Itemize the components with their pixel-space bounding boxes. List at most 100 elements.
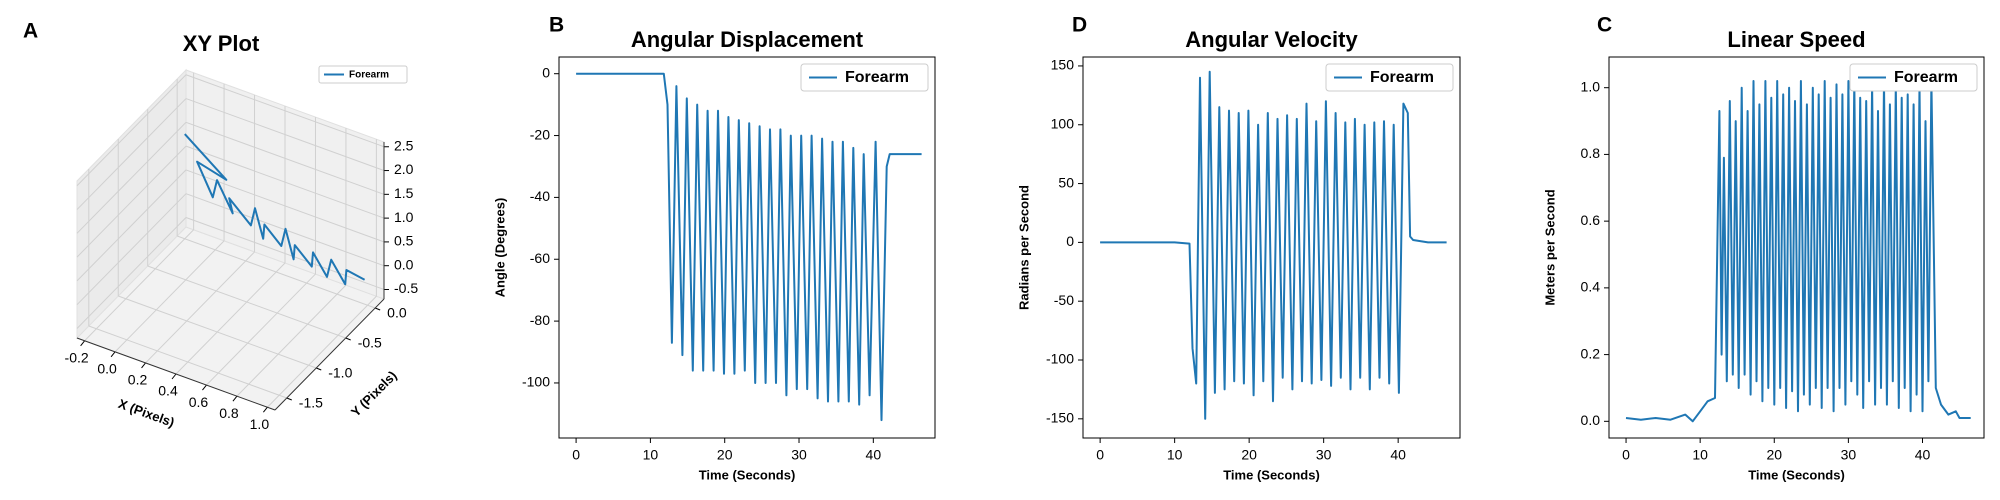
axis-line: [274, 298, 385, 411]
x-tick-label: 10: [643, 447, 659, 463]
y-axis-label: Radians per Second: [1016, 185, 1031, 310]
legend-label: Forearm: [845, 69, 909, 86]
chart-title: Angular Velocity: [1185, 27, 1358, 52]
z-tick-label: 1.5: [394, 185, 414, 201]
x-tick-label: 20: [717, 447, 733, 463]
y-tick-label: -1.0: [328, 365, 352, 381]
y-tick-label: 100: [1051, 115, 1075, 131]
x-tick-label: 0.8: [219, 405, 239, 421]
x-tick-label: 30: [791, 447, 807, 463]
y-tick-label: -20: [530, 126, 550, 142]
grid-line: [185, 145, 385, 219]
x-tick-label: 10: [1692, 447, 1708, 463]
legend-label: Forearm: [1894, 69, 1958, 86]
grid-line: [76, 169, 187, 282]
grid-line: [176, 235, 376, 309]
x-tick: [202, 384, 207, 391]
grid-line: [76, 98, 187, 210]
y-tick-label: -100: [1046, 351, 1074, 367]
x-axis-label: Time (Seconds): [699, 467, 796, 482]
x-axis-label: Time (Seconds): [1748, 467, 1845, 482]
grid-line: [145, 251, 255, 364]
panel-label: C: [1597, 14, 1612, 37]
grid-line: [118, 295, 317, 369]
x-tick: [141, 362, 146, 369]
legend-box: [800, 63, 929, 92]
chart-title: Linear Speed: [1727, 27, 1865, 52]
grid-line: [236, 284, 347, 397]
data-line: [1100, 70, 1447, 420]
grid-line: [185, 74, 385, 148]
grid-line: [76, 74, 187, 187]
y-tick-label: -60: [530, 250, 550, 266]
x-tick-label: 20: [1241, 447, 1257, 463]
y-tick-label: 0: [1066, 233, 1074, 249]
x-tick: [171, 373, 177, 380]
y-axis-label: Meters per Second: [1542, 189, 1557, 305]
x-tick-label: 40: [1390, 447, 1406, 463]
z-tick-label: 1.0: [394, 209, 414, 225]
grid-line: [267, 295, 377, 408]
x-tick-label: 0: [1622, 447, 1630, 463]
y-tick-label: -40: [530, 188, 550, 204]
x-tick-label: 0: [1096, 447, 1104, 463]
y-tick-label: -0.5: [358, 335, 382, 351]
y-tick-label: 0.6: [1581, 212, 1601, 228]
grid-line: [185, 217, 385, 290]
panel-label: D: [1072, 14, 1087, 37]
legend-box: [1849, 63, 1978, 92]
x-tick-label: 0: [572, 447, 580, 463]
y-tick-label: -100: [522, 374, 550, 390]
legend-box: [1325, 63, 1454, 92]
y-tick: [316, 367, 322, 371]
grid-line: [76, 121, 187, 234]
x-tick: [262, 406, 268, 413]
x-tick-label: 1.0: [250, 416, 270, 432]
z-tick-label: 2.0: [394, 161, 414, 177]
x-tick-label: 30: [1316, 447, 1332, 463]
y-tick-label: 0.4: [1581, 279, 1601, 295]
axes-frame: [558, 56, 936, 439]
legend-box: [318, 65, 408, 84]
y-tick-label: 150: [1051, 57, 1075, 73]
axes-frame: [1082, 56, 1461, 439]
chart-title: Angular Displacement: [631, 27, 864, 52]
grid-line: [206, 273, 316, 386]
data-line: [1625, 80, 1971, 423]
x-tick-label: 0.2: [128, 372, 148, 388]
legend-label: Forearm: [349, 70, 389, 81]
panel-label: A: [23, 20, 38, 43]
grid-line: [84, 229, 194, 342]
x-tick-label: 0.4: [158, 383, 178, 399]
z-tick-label: 0.0: [394, 256, 414, 272]
z-tick-label: 0.5: [394, 233, 414, 249]
grid-line: [175, 262, 286, 375]
x-tick-label: 40: [866, 447, 882, 463]
chart-title: XY Plot: [183, 31, 260, 56]
x-tick-label: 0.0: [97, 361, 117, 377]
legend-label: Forearm: [1370, 69, 1434, 86]
grid-line: [76, 193, 187, 306]
y-tick-label: 0.8: [1581, 145, 1601, 161]
grid-line: [185, 98, 385, 172]
axes-frame: [1608, 56, 1985, 439]
grid-line: [185, 121, 385, 195]
y-tick-label: -150: [1046, 410, 1074, 426]
z-tick-label: 2.5: [394, 137, 414, 153]
y-tick-label: 0.2: [1581, 345, 1601, 361]
y-axis-label: Angle (Degrees): [492, 198, 507, 298]
y-tick-label: -50: [1054, 292, 1074, 308]
y-tick: [286, 397, 292, 401]
x-tick: [232, 395, 238, 402]
x-axis-label: X (Pixels): [116, 396, 176, 430]
data-line: [576, 72, 922, 422]
y-tick-label: 0.0: [387, 305, 407, 321]
y-tick-label: 0: [542, 64, 550, 80]
x-tick-label: -0.2: [65, 349, 89, 365]
axis-line: [76, 337, 276, 411]
panel-label: B: [549, 14, 564, 37]
y-tick-label: -80: [530, 312, 550, 328]
y-tick: [374, 307, 381, 311]
z-tick-label: -0.5: [394, 280, 418, 296]
